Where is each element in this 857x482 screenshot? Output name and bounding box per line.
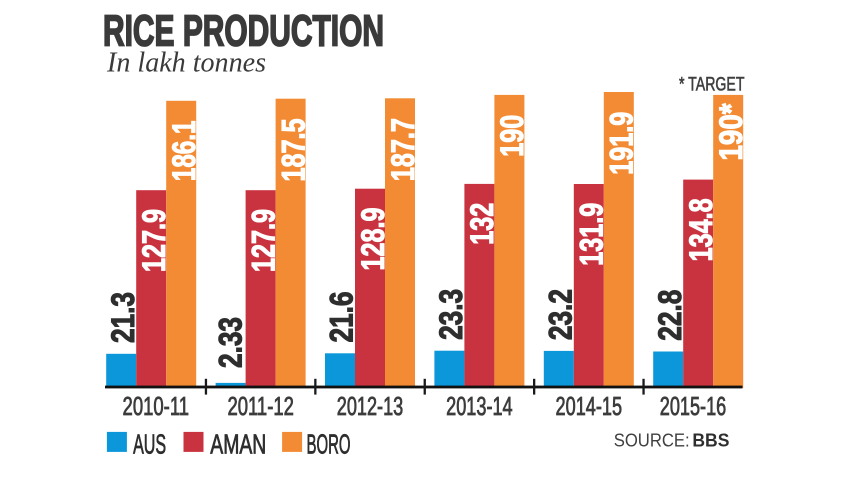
svg-text:2014-15: 2014-15 xyxy=(556,393,623,421)
svg-text:AUS: AUS xyxy=(133,428,166,459)
svg-text:21.3: 21.3 xyxy=(105,292,141,343)
svg-text:190: 190 xyxy=(494,115,530,157)
svg-text:23.3: 23.3 xyxy=(433,289,469,340)
svg-text:131.9: 131.9 xyxy=(574,203,610,266)
svg-text:132: 132 xyxy=(464,203,500,245)
svg-text:2011-12: 2011-12 xyxy=(227,393,294,421)
svg-text:SOURCE:: SOURCE: xyxy=(614,429,690,450)
svg-text:RICE PRODUCTION: RICE PRODUCTION xyxy=(103,8,384,56)
svg-text:AMAN: AMAN xyxy=(210,428,266,459)
svg-text:23.2: 23.2 xyxy=(542,289,578,340)
svg-text:21.6: 21.6 xyxy=(324,292,360,343)
svg-text:2.33: 2.33 xyxy=(213,317,249,368)
svg-text:2010-11: 2010-11 xyxy=(123,393,190,421)
svg-text:190*: 190* xyxy=(713,103,749,160)
svg-text:187.7: 187.7 xyxy=(385,118,421,181)
svg-text:2012-13: 2012-13 xyxy=(337,393,404,421)
svg-text:BBS: BBS xyxy=(692,429,729,450)
svg-text:2013-14: 2013-14 xyxy=(446,393,513,421)
svg-text:134.8: 134.8 xyxy=(683,198,719,261)
svg-text:In lakh tonnes: In lakh tonnes xyxy=(106,48,266,79)
svg-text:127.9: 127.9 xyxy=(136,209,172,272)
svg-text:* TARGET: * TARGET xyxy=(679,74,745,96)
svg-text:187.5: 187.5 xyxy=(275,119,311,182)
svg-text:128.9: 128.9 xyxy=(355,208,391,271)
svg-text:191.9: 191.9 xyxy=(604,112,640,175)
svg-text:2015-16: 2015-16 xyxy=(660,393,727,421)
svg-text:186.1: 186.1 xyxy=(166,121,202,182)
svg-text:127.9: 127.9 xyxy=(245,209,281,272)
svg-text:BORO: BORO xyxy=(307,428,351,459)
svg-text:22.8: 22.8 xyxy=(652,290,688,341)
